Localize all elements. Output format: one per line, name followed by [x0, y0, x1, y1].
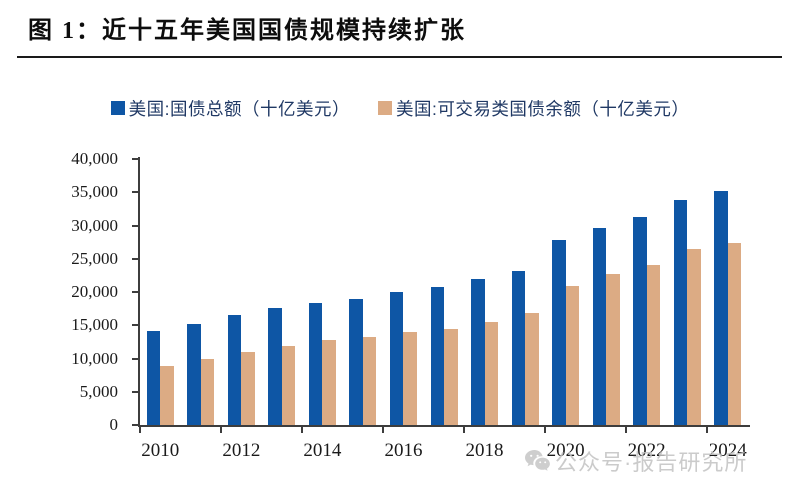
wechat-icon [524, 449, 551, 473]
bar-marketable-2017 [444, 328, 458, 425]
y-tick-label: 35,000 [71, 182, 118, 202]
y-tick-label: 15,000 [71, 315, 118, 335]
x-tick [625, 427, 628, 433]
bar-total-2013 [268, 307, 282, 425]
y-tick [132, 324, 138, 327]
bar-marketable-2019 [525, 312, 539, 425]
legend-item-marketable: 美国:可交易类国债余额（十亿美元） [378, 96, 689, 121]
figure-title: 图 1：近十五年美国国债规模持续扩张 [28, 18, 466, 44]
bar-total-2021 [592, 228, 607, 425]
y-tick [132, 357, 138, 360]
bar-total-2011 [187, 323, 201, 425]
watermark-text: 公众号·报告研究所 [555, 450, 748, 475]
y-tick-label: 10,000 [71, 348, 118, 368]
bar-marketable-2024 [727, 243, 742, 425]
x-tick [220, 427, 223, 433]
bar-total-2015 [349, 298, 363, 425]
x-tick-label: 2012 [222, 440, 261, 461]
x-tick-label: 2020 [546, 440, 585, 461]
bar-marketable-2014 [322, 339, 336, 425]
chart-legend: 美国:国债总额（十亿美元） 美国:可交易类国债余额（十亿美元） [0, 96, 800, 120]
bar-marketable-2011 [200, 358, 215, 425]
y-tick [132, 191, 138, 194]
y-tick [132, 291, 138, 293]
bar-total-2020 [552, 240, 566, 425]
x-tick [706, 427, 709, 433]
bar-marketable-2010 [160, 365, 174, 425]
x-tick [139, 427, 141, 433]
legend-swatch-blue [110, 101, 125, 115]
bar-marketable-2021 [606, 274, 620, 425]
y-tick-label: 20,000 [71, 282, 118, 301]
bar-total-2018 [471, 278, 485, 425]
bar-total-2022 [633, 216, 647, 425]
legend-label-marketable: 美国:可交易类国债余额（十亿美元） [396, 98, 690, 119]
bar-total-2016 [389, 292, 404, 425]
bar-total-2010 [146, 331, 161, 425]
legend-swatch-tan [378, 101, 392, 115]
legend-item-total: 美国:国债总额（十亿美元） [110, 96, 350, 121]
x-tick-label: 2022 [627, 440, 666, 461]
y-tick [132, 158, 138, 160]
x-tick-label: 2016 [384, 440, 423, 461]
bar-total-2019 [511, 270, 526, 425]
y-axis-line [138, 157, 140, 427]
bar-total-2012 [227, 314, 242, 425]
bar-marketable-2016 [403, 331, 417, 425]
y-tick [132, 224, 138, 227]
y-tick [132, 424, 138, 426]
bar-marketable-2022 [646, 265, 661, 425]
x-tick-label: 2018 [465, 440, 504, 461]
y-tick-label: 5,000 [79, 381, 118, 401]
bar-marketable-2023 [687, 249, 701, 425]
x-tick-label: 2010 [141, 440, 180, 461]
bar-marketable-2012 [241, 351, 255, 425]
x-tick-label: 2024 [708, 440, 747, 461]
x-tick [463, 427, 466, 433]
x-axis-line [138, 425, 750, 427]
bar-marketable-2013 [281, 345, 296, 425]
x-tick [382, 427, 385, 433]
bar-marketable-2015 [362, 336, 377, 425]
y-tick [132, 390, 138, 393]
x-tick [301, 427, 304, 433]
bar-total-2024 [714, 190, 728, 425]
bar-marketable-2020 [565, 285, 580, 425]
bar-total-2023 [673, 199, 688, 425]
y-tick-label: 0 [109, 415, 119, 434]
x-tick-label: 2014 [303, 440, 342, 461]
bar-total-2017 [430, 287, 444, 425]
title-underline [17, 56, 782, 58]
x-tick [544, 427, 547, 433]
bar-total-2014 [308, 303, 323, 425]
y-tick-label: 40,000 [71, 149, 118, 168]
y-tick [132, 257, 138, 260]
y-tick-label: 30,000 [71, 215, 118, 235]
bar-marketable-2018 [484, 321, 499, 425]
legend-label-total: 美国:国债总额（十亿美元） [128, 98, 350, 119]
watermark: 公众号·报告研究所 [524, 445, 747, 477]
y-tick-label: 25,000 [71, 248, 118, 268]
